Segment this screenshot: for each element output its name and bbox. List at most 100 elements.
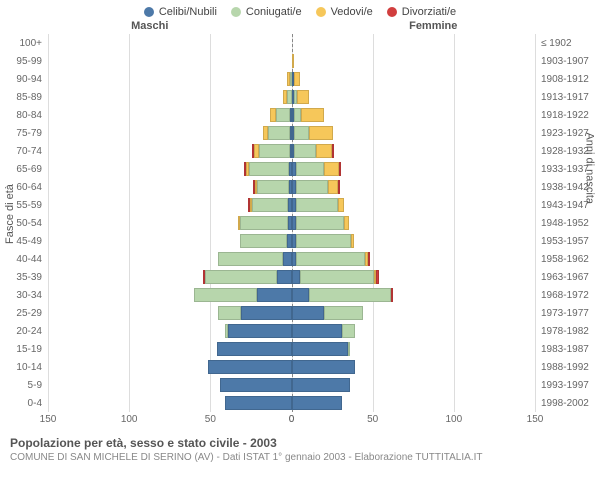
legend-swatch xyxy=(144,7,154,17)
legend-item: Divorziati/e xyxy=(387,6,456,18)
segment-co xyxy=(342,324,355,338)
female-bar xyxy=(292,108,536,122)
male-bar xyxy=(48,216,292,230)
age-row: 85-891913-1917 xyxy=(0,88,600,106)
age-label: 25-29 xyxy=(0,308,48,319)
age-row: 45-491953-1957 xyxy=(0,232,600,250)
segment-v xyxy=(338,198,344,212)
segment-d xyxy=(338,180,340,194)
female-bar xyxy=(292,306,536,320)
segment-d xyxy=(376,270,378,284)
age-row: 10-141988-1992 xyxy=(0,358,600,376)
age-label: 35-39 xyxy=(0,272,48,283)
age-row: 100+≤ 1902 xyxy=(0,34,600,52)
segment-co xyxy=(296,234,351,248)
segment-v xyxy=(309,126,333,140)
bar-group xyxy=(48,144,535,158)
segment-c xyxy=(208,360,292,374)
segment-v xyxy=(294,72,300,86)
bar-group xyxy=(48,162,535,176)
age-label: 90-94 xyxy=(0,74,48,85)
segment-co xyxy=(240,216,289,230)
segment-co xyxy=(194,288,257,302)
bar-group xyxy=(48,54,535,68)
segment-co xyxy=(276,108,290,122)
birth-year-label: 1913-1917 xyxy=(535,92,600,103)
birth-year-label: 1963-1967 xyxy=(535,272,600,283)
bar-group xyxy=(48,126,535,140)
age-label: 40-44 xyxy=(0,254,48,265)
segment-c xyxy=(292,342,349,356)
male-bar xyxy=(48,180,292,194)
male-bar xyxy=(48,252,292,266)
age-row: 80-841918-1922 xyxy=(0,106,600,124)
bar-group xyxy=(48,360,535,374)
segment-co xyxy=(294,126,309,140)
bar-group xyxy=(48,72,535,86)
x-axis: 005050100100150150 xyxy=(0,414,600,430)
age-label: 15-19 xyxy=(0,344,48,355)
legend-label: Vedovi/e xyxy=(331,6,373,18)
age-label: 70-74 xyxy=(0,146,48,157)
female-bar xyxy=(292,378,536,392)
bar-group xyxy=(48,234,535,248)
age-row: 0-41998-2002 xyxy=(0,394,600,412)
age-row: 35-39 1963-1967 xyxy=(0,268,600,286)
x-tick-label: 150 xyxy=(40,414,57,425)
bar-group xyxy=(48,90,535,104)
segment-v xyxy=(297,90,309,104)
segment-v xyxy=(344,216,349,230)
male-bar xyxy=(48,396,292,410)
segment-co xyxy=(348,342,350,356)
male-header: Maschi xyxy=(48,20,292,32)
male-bar xyxy=(48,324,292,338)
bar-group xyxy=(48,36,535,50)
bar-group xyxy=(48,108,535,122)
bar-group xyxy=(48,342,535,356)
legend-swatch xyxy=(387,7,397,17)
age-row: 65-691933-1937 xyxy=(0,160,600,178)
y-axis-title-right: Anni di nascita xyxy=(584,132,596,204)
segment-co xyxy=(240,234,287,248)
legend-item: Celibi/Nubili xyxy=(144,6,217,18)
male-bar xyxy=(48,108,292,122)
female-bar xyxy=(292,54,536,68)
birth-year-label: 1973-1977 xyxy=(535,308,600,319)
segment-c xyxy=(228,324,291,338)
segment-d xyxy=(391,288,393,302)
plot-area: 100+≤ 190295-991903-190790-941908-191285… xyxy=(0,34,600,412)
birth-year-label: 1988-1992 xyxy=(535,362,600,373)
age-label: 0-4 xyxy=(0,398,48,409)
female-bar xyxy=(292,234,536,248)
female-bar xyxy=(292,180,536,194)
bar-group xyxy=(48,396,535,410)
female-header: Femmine xyxy=(292,20,536,32)
female-bar xyxy=(292,288,536,302)
age-label: 95-99 xyxy=(0,56,48,67)
female-bar xyxy=(292,162,536,176)
bar-group xyxy=(48,216,535,230)
female-bar xyxy=(292,72,536,86)
age-label: 75-79 xyxy=(0,128,48,139)
legend-swatch xyxy=(231,7,241,17)
age-row: 60-641938-1942 xyxy=(0,178,600,196)
segment-c xyxy=(217,342,292,356)
segment-co xyxy=(294,108,301,122)
segment-c xyxy=(292,396,342,410)
segment-co xyxy=(294,144,316,158)
segment-co xyxy=(257,180,289,194)
male-bar xyxy=(48,144,292,158)
segment-c xyxy=(257,288,291,302)
birth-year-label: 1948-1952 xyxy=(535,218,600,229)
segment-v xyxy=(351,234,354,248)
bar-group xyxy=(48,306,535,320)
segment-d xyxy=(339,162,341,176)
male-bar xyxy=(48,198,292,212)
bar-group xyxy=(48,198,535,212)
male-bar xyxy=(48,270,292,284)
segment-co xyxy=(205,270,276,284)
segment-co xyxy=(252,198,289,212)
segment-c xyxy=(292,324,342,338)
segment-v xyxy=(316,144,332,158)
legend-item: Vedovi/e xyxy=(316,6,373,18)
